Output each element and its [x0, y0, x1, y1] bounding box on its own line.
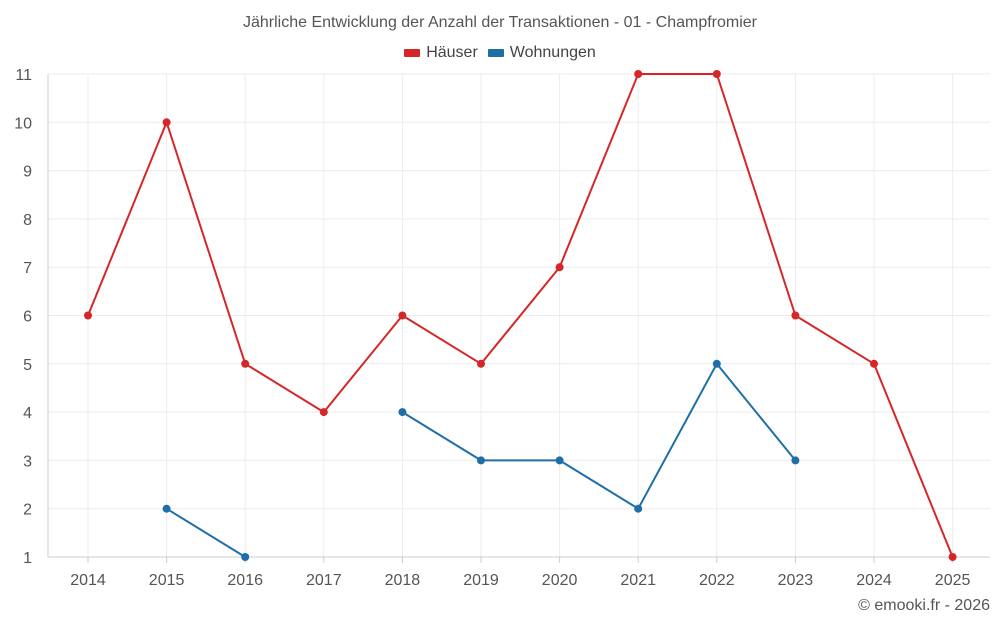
y-tick-label-1: 1	[23, 550, 32, 567]
y-tick-label-11: 11	[15, 67, 32, 84]
y-tick-label-4: 4	[23, 405, 32, 422]
y-tick-label-5: 5	[23, 357, 32, 374]
data-point-haeuser-2019	[477, 359, 485, 368]
data-point-wohnungen-2019	[477, 456, 485, 465]
legend-label-haeuser: Häuser	[426, 44, 478, 61]
data-point-wohnungen-2015	[162, 504, 171, 513]
data-point-haeuser-2016	[241, 359, 250, 368]
data-point-wohnungen-2023	[791, 456, 800, 465]
data-point-wohnungen-2022	[712, 359, 721, 368]
data-point-haeuser-2025	[948, 553, 957, 561]
y-tick-label-7: 7	[23, 260, 32, 277]
series-line-haeuser-0	[87, 73, 954, 558]
y-tick-label-2: 2	[23, 502, 32, 519]
legend-swatch-wohnungen	[487, 49, 504, 57]
series-line-wohnungen-1	[401, 362, 797, 510]
x-tick-label-2019: 2019	[463, 572, 499, 589]
data-point-wohnungen-2021	[634, 504, 643, 513]
x-tick-label-2022: 2022	[699, 572, 735, 589]
legend: Häuser Wohnungen	[0, 44, 1000, 62]
data-point-haeuser-2023	[791, 311, 800, 320]
data-point-haeuser-2018	[398, 311, 407, 320]
data-point-haeuser-2021	[634, 70, 643, 78]
data-point-haeuser-2014	[84, 311, 92, 320]
x-tick-label-2024: 2024	[856, 572, 892, 589]
y-tick-label-3: 3	[23, 453, 32, 470]
x-tick-label-2016: 2016	[227, 572, 263, 589]
data-point-haeuser-2020	[555, 263, 564, 272]
legend-item-wohnungen[interactable]: Wohnungen	[487, 44, 596, 62]
x-tick-label-2020: 2020	[542, 572, 578, 589]
data-point-haeuser-2024	[870, 359, 878, 368]
x-tick-label-2014: 2014	[70, 572, 106, 589]
data-point-wohnungen-2020	[555, 456, 564, 465]
credit-text: © emooki.fr - 2026	[858, 597, 990, 614]
legend-label-wohnungen: Wohnungen	[509, 44, 596, 61]
series-line-wohnungen-0	[166, 507, 246, 558]
x-tick-label-2018: 2018	[385, 572, 421, 589]
data-point-haeuser-2015	[162, 118, 171, 127]
legend-item-haeuser[interactable]: Häuser	[404, 44, 478, 62]
chart-title: Jährliche Entwicklung der Anzahl der Tra…	[242, 14, 758, 31]
data-point-wohnungen-2016	[241, 553, 250, 561]
y-tick-label-8: 8	[23, 212, 32, 229]
legend-swatch-haeuser	[404, 49, 421, 57]
y-tick-label-10: 10	[14, 115, 32, 132]
data-point-wohnungen-2018	[398, 408, 407, 417]
y-tick-label-6: 6	[23, 309, 32, 326]
x-tick-label-2015: 2015	[149, 572, 185, 589]
x-tick-label-2021: 2021	[620, 572, 656, 589]
x-tick-label-2023: 2023	[778, 572, 814, 589]
data-point-haeuser-2022	[712, 70, 721, 78]
x-tick-label-2025: 2025	[935, 572, 971, 589]
data-point-haeuser-2017	[319, 408, 328, 417]
x-tick-label-2017: 2017	[306, 572, 342, 589]
y-tick-label-9: 9	[23, 164, 32, 181]
